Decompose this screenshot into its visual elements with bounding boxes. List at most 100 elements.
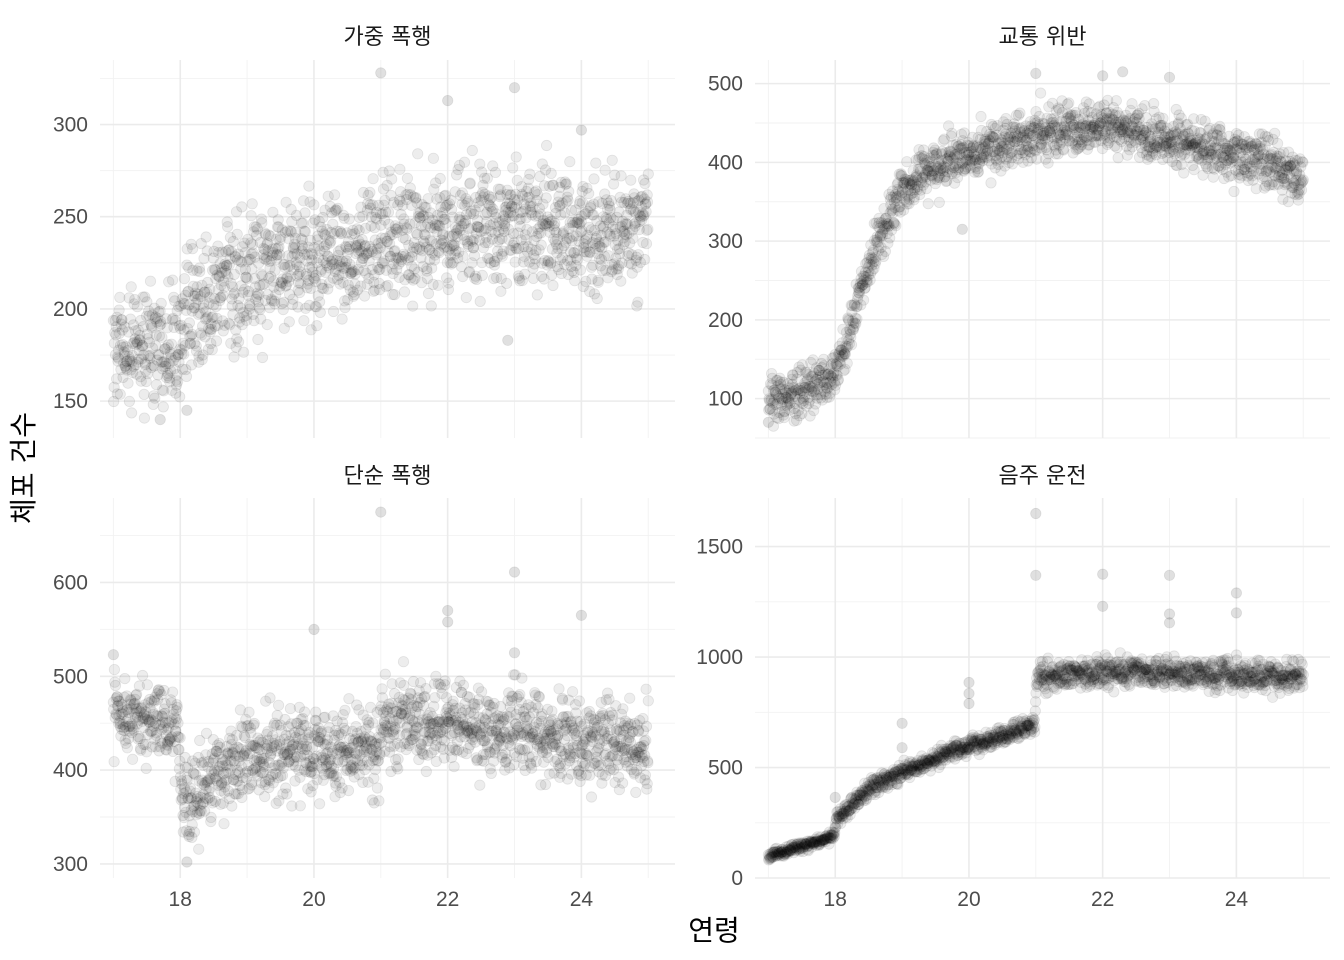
data-point	[282, 250, 294, 262]
data-point	[107, 314, 120, 327]
data-point	[233, 292, 245, 305]
data-point	[269, 298, 281, 310]
data-point	[210, 300, 222, 312]
data-point	[132, 324, 144, 336]
data-point	[249, 281, 261, 293]
x-tick-label: 22	[436, 888, 459, 911]
data-point	[642, 695, 654, 707]
data-point	[209, 293, 221, 305]
data-point	[241, 272, 253, 284]
data-point	[211, 269, 223, 281]
data-point	[288, 238, 301, 250]
data-point	[217, 289, 229, 302]
data-point	[533, 691, 546, 703]
data-point	[266, 243, 279, 255]
data-point	[330, 204, 342, 216]
data-point	[116, 314, 128, 326]
data-point	[323, 234, 335, 246]
data-point	[217, 315, 229, 327]
data-point	[196, 279, 208, 291]
data-point	[272, 699, 285, 711]
data-point	[141, 679, 153, 691]
data-point	[138, 412, 150, 424]
data-point	[198, 252, 210, 265]
data-point	[252, 296, 264, 308]
data-point	[176, 348, 188, 360]
data-point	[244, 253, 256, 265]
data-point	[160, 313, 172, 325]
data-point	[266, 250, 278, 262]
data-point	[159, 343, 171, 355]
data-point	[178, 324, 190, 336]
data-point	[624, 692, 636, 704]
data-point	[205, 337, 217, 350]
data-point	[401, 172, 413, 184]
data-point	[341, 227, 353, 239]
data-point	[154, 319, 166, 331]
data-point	[238, 310, 250, 323]
data-point	[113, 327, 126, 339]
data-point	[1178, 167, 1190, 179]
data-point	[121, 364, 133, 376]
data-point	[258, 253, 270, 265]
data-point	[248, 315, 260, 327]
data-point	[301, 282, 313, 294]
data-point	[264, 262, 276, 274]
data-point	[174, 391, 186, 403]
data-point	[193, 356, 205, 368]
data-point	[185, 330, 197, 342]
data-point	[225, 277, 237, 289]
data-point	[277, 259, 290, 271]
data-point	[122, 326, 134, 338]
data-point	[181, 259, 193, 271]
data-point	[214, 257, 226, 270]
data-point	[256, 270, 268, 282]
data-point	[181, 243, 193, 255]
outlier-point	[1117, 66, 1129, 78]
data-point	[320, 257, 332, 269]
data-point	[209, 264, 221, 276]
data-point	[153, 306, 165, 318]
data-point	[164, 346, 176, 358]
data-point	[340, 241, 352, 253]
data-point	[316, 282, 328, 294]
data-point	[632, 296, 644, 308]
data-point	[159, 360, 172, 372]
data-point	[298, 248, 311, 260]
data-point	[205, 318, 217, 330]
data-point	[167, 354, 179, 367]
data-point	[308, 272, 321, 285]
data-point	[213, 270, 225, 282]
data-point	[189, 287, 201, 299]
data-point	[274, 234, 286, 246]
data-point	[573, 695, 586, 707]
data-point	[261, 237, 274, 249]
data-point	[216, 267, 228, 279]
data-point	[238, 346, 250, 358]
data-point	[188, 290, 200, 302]
data-point	[225, 337, 237, 349]
data-point	[318, 240, 330, 253]
data-point	[592, 276, 604, 288]
data-point	[220, 246, 232, 258]
data-point	[616, 777, 629, 789]
data-point	[271, 249, 283, 261]
data-point	[326, 207, 338, 219]
data-point	[313, 798, 326, 810]
data-point	[169, 351, 182, 363]
data-point	[251, 287, 263, 299]
data-point	[135, 314, 147, 327]
y-tick-label: 300	[53, 114, 88, 137]
data-point	[316, 225, 329, 237]
data-point	[206, 344, 218, 356]
data-point	[259, 294, 271, 306]
data-point	[230, 206, 243, 218]
data-point	[1057, 144, 1070, 156]
data-point	[288, 264, 300, 276]
data-point	[642, 757, 654, 769]
data-point	[223, 244, 235, 256]
data-point	[207, 252, 219, 264]
data-point	[267, 247, 279, 259]
data-point	[254, 303, 266, 316]
data-point	[460, 291, 472, 304]
